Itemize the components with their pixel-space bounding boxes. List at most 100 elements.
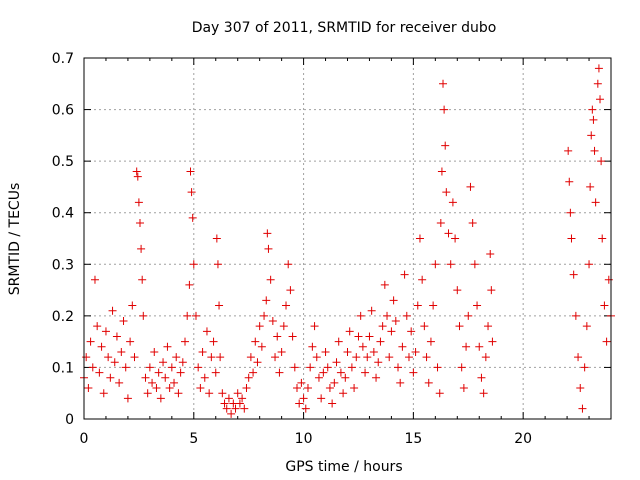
data-point — [174, 389, 183, 398]
data-point — [418, 275, 427, 284]
data-point — [112, 332, 121, 341]
data-point — [389, 296, 398, 305]
data-point — [150, 347, 159, 356]
data-point — [468, 219, 477, 228]
data-point — [154, 368, 163, 377]
data-point — [354, 332, 363, 341]
data-point — [288, 332, 297, 341]
data-point — [600, 301, 609, 310]
data-point — [398, 342, 407, 351]
data-point — [332, 358, 341, 367]
data-point — [148, 378, 157, 387]
data-point — [152, 384, 161, 393]
data-point — [426, 337, 435, 346]
data-point — [372, 373, 381, 382]
data-point — [415, 234, 424, 243]
data-point — [602, 337, 611, 346]
data-point — [253, 358, 262, 367]
data-point — [137, 244, 146, 253]
data-point — [189, 260, 198, 269]
y-tick-label: 0.6 — [52, 103, 74, 119]
data-point — [82, 353, 91, 362]
data-point — [378, 322, 387, 331]
data-point — [297, 378, 306, 387]
data-point — [240, 404, 249, 413]
data-point — [277, 347, 286, 356]
y-tick-label: 0.3 — [52, 257, 74, 273]
data-point — [246, 353, 255, 362]
data-point — [587, 131, 596, 140]
data-point — [453, 286, 462, 295]
data-point — [374, 358, 383, 367]
data-point — [299, 394, 308, 403]
data-point — [308, 342, 317, 351]
data-point — [196, 384, 205, 393]
data-point — [402, 311, 411, 320]
data-point — [487, 286, 496, 295]
data-point — [106, 373, 115, 382]
data-point — [566, 208, 575, 217]
data-point — [597, 157, 606, 166]
data-point — [451, 234, 460, 243]
data-point — [462, 342, 471, 351]
data-point — [207, 353, 216, 362]
y-tick-label: 0.4 — [52, 206, 74, 222]
y-axis-ticks: 0 0.1 0.2 0.3 0.4 0.5 0.6 0.7 — [52, 51, 611, 428]
data-point — [576, 384, 585, 393]
data-point — [135, 219, 144, 228]
data-point — [126, 337, 135, 346]
x-tick-label: 20 — [514, 431, 532, 447]
data-point — [400, 270, 409, 279]
data-point — [244, 373, 253, 382]
data-point — [604, 275, 613, 284]
data-point — [356, 311, 365, 320]
data-point — [347, 363, 356, 372]
data-point — [218, 389, 227, 398]
data-point — [279, 322, 288, 331]
data-point — [139, 311, 148, 320]
data-point — [212, 234, 221, 243]
data-point — [141, 373, 150, 382]
data-point — [224, 394, 233, 403]
data-point — [596, 95, 605, 104]
y-axis-label: SRMTID / TECUs — [7, 183, 23, 296]
data-point — [178, 358, 187, 367]
data-point — [314, 373, 323, 382]
data-point — [282, 301, 291, 310]
data-point — [383, 311, 392, 320]
data-point — [431, 260, 440, 269]
data-point — [290, 363, 299, 372]
data-point — [167, 363, 176, 372]
data-point — [84, 384, 93, 393]
data-point — [422, 353, 431, 362]
data-point — [484, 322, 493, 331]
y-tick-label: 0 — [65, 412, 74, 428]
data-point — [424, 378, 433, 387]
data-point — [310, 322, 319, 331]
data-point — [341, 373, 350, 382]
data-point — [588, 105, 597, 114]
data-point — [104, 353, 113, 362]
data-point — [133, 172, 142, 181]
data-point — [441, 141, 450, 150]
data-point — [216, 353, 225, 362]
data-point — [564, 146, 573, 155]
data-point — [582, 322, 591, 331]
data-point — [598, 234, 607, 243]
data-point — [367, 306, 376, 315]
data-point — [284, 260, 293, 269]
data-point — [473, 301, 482, 310]
data-point — [187, 188, 196, 197]
data-point — [130, 353, 139, 362]
data-point — [442, 188, 451, 197]
data-point — [209, 337, 218, 346]
data-point — [185, 280, 194, 289]
data-point — [88, 363, 97, 372]
data-series-srmtid — [80, 64, 615, 418]
data-point — [295, 399, 304, 408]
data-point — [481, 353, 490, 362]
data-point — [330, 378, 339, 387]
data-point — [188, 213, 197, 222]
data-point — [433, 363, 442, 372]
